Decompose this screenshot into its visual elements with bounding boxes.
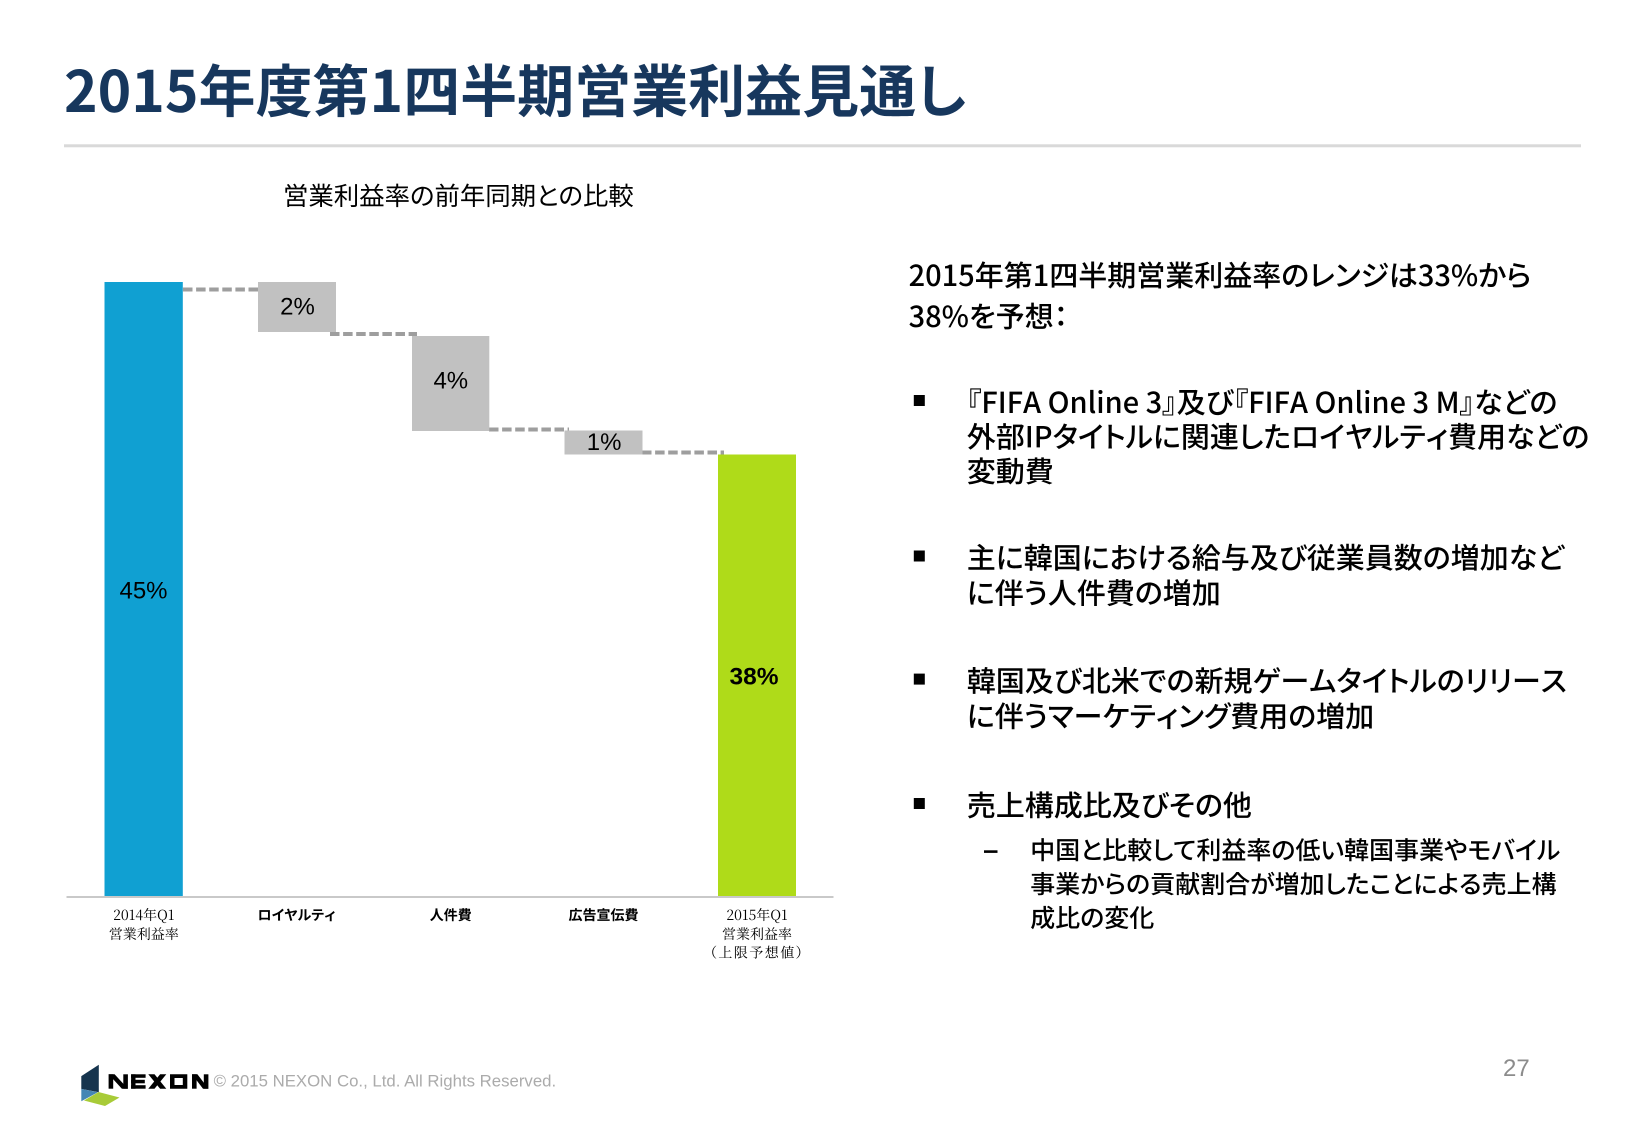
svg-text:4%: 4%: [433, 368, 468, 395]
svg-text:1%: 1%: [587, 429, 622, 456]
svg-text:© 2015 NEXON Co., Ltd. All Rig: © 2015 NEXON Co., Ltd. All Rights Reserv…: [214, 1072, 557, 1091]
svg-text:45%: 45%: [119, 578, 167, 605]
svg-text:38%: 38%: [729, 664, 778, 691]
svg-text:2%: 2%: [280, 294, 315, 321]
svg-text:27: 27: [1503, 1055, 1530, 1082]
